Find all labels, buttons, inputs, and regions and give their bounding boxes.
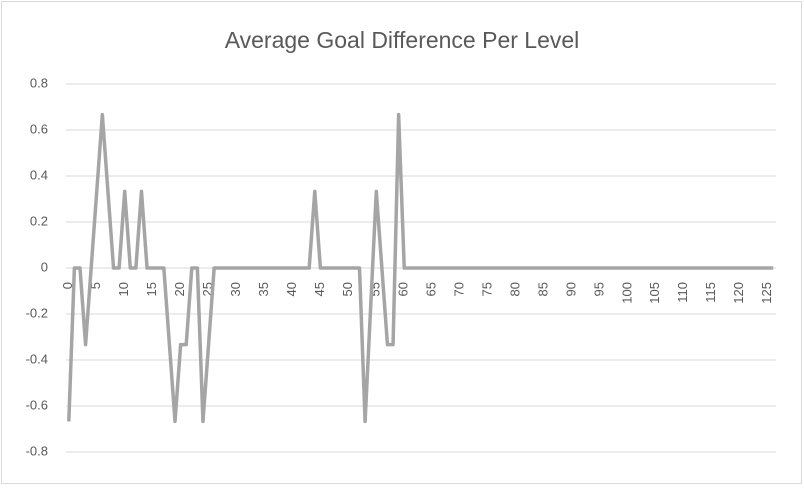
x-tick-label: 70	[452, 282, 467, 296]
x-tick-label: 85	[535, 282, 550, 296]
x-tick-label: 5	[88, 282, 103, 289]
x-tick-label: 0	[60, 282, 75, 289]
x-tick-label: 125	[759, 282, 774, 304]
x-tick-label: 45	[312, 282, 327, 296]
x-tick-label: 50	[340, 282, 355, 296]
x-tick-label: 10	[116, 282, 131, 296]
y-tick-label: 0.8	[30, 75, 48, 90]
x-tick-label: 100	[619, 282, 634, 304]
x-tick-label: 75	[480, 282, 495, 296]
x-tick-label: 40	[284, 282, 299, 296]
y-tick-label: -0.8	[26, 443, 48, 458]
y-tick-label: 0.2	[30, 213, 48, 228]
x-tick-label: 95	[591, 282, 606, 296]
x-tick-label: 105	[647, 282, 662, 304]
x-tick-label: 80	[507, 282, 522, 296]
data-line	[67, 112, 774, 424]
x-tick-label: 120	[731, 282, 746, 304]
x-tick-label: 15	[144, 282, 159, 296]
y-tick-label: 0	[41, 259, 48, 274]
x-tick-label: 110	[675, 282, 690, 303]
y-tick-label: -0.2	[26, 305, 48, 320]
y-tick-label: -0.4	[26, 351, 48, 366]
x-tick-label: 65	[424, 282, 439, 296]
x-tick-label: 90	[563, 282, 578, 296]
x-tick-label: 60	[396, 282, 411, 296]
x-tick-label: 20	[172, 282, 187, 296]
y-tick-label: 0.4	[30, 167, 48, 182]
y-tick-label: -0.6	[26, 397, 48, 412]
chart-title: Average Goal Difference Per Level	[225, 27, 580, 53]
x-tick-label: 35	[256, 282, 271, 296]
y-tick-label: 0.6	[30, 121, 48, 136]
x-tick-label: 30	[228, 282, 243, 296]
x-tick-label: 115	[703, 282, 718, 303]
